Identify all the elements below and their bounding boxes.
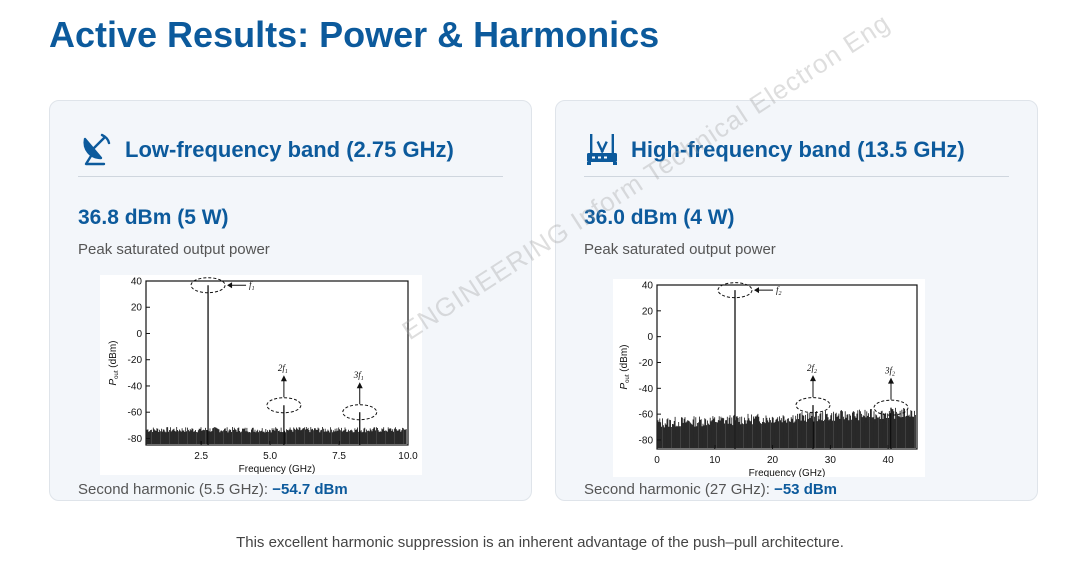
- page-title: Active Results: Power & Harmonics: [49, 14, 660, 55]
- peak-marker: [795, 397, 831, 414]
- y-tick-label: 40: [131, 277, 143, 288]
- peak-label: 3f2: [884, 366, 895, 378]
- peak-power-label: Peak saturated output power: [78, 241, 270, 258]
- y-tick-label: -20: [128, 355, 143, 366]
- label-arrowhead: [810, 375, 816, 382]
- harmonic-line: Second harmonic (27 GHz): −53 dBm: [584, 481, 837, 498]
- noise-floor: [657, 407, 916, 448]
- y-axis-label-sub: out: [114, 370, 120, 379]
- harmonic-label: Second harmonic (27 GHz):: [584, 481, 775, 498]
- peak-label-sub: 2: [814, 369, 817, 375]
- harmonic-label: Second harmonic (5.5 GHz):: [78, 481, 273, 498]
- x-tick-label: 5.0: [263, 451, 277, 462]
- y-axis-label: Pout (dBm): [619, 344, 631, 389]
- y-tick-label: -40: [128, 381, 143, 392]
- peak-label: 2f1: [278, 363, 288, 375]
- peak-label-sub: 2: [779, 291, 782, 297]
- peak-label-sub: 2: [892, 372, 895, 378]
- y-tick-label: -60: [128, 408, 143, 419]
- spectrum-plot: f2 2f2 3f2 40 20 0 -20 -40 -60 -80 0 10 20 30 40 Freque…: [613, 279, 925, 477]
- x-tick-label: 40: [883, 455, 895, 466]
- peak-label: f2: [776, 285, 782, 297]
- satellite-dish-icon: [83, 133, 111, 166]
- peak-power-value: 36.0 dBm (4 W): [584, 206, 735, 229]
- x-axis-label: Frequency (GHz): [239, 464, 316, 475]
- peak-label: f1: [249, 280, 255, 292]
- plot-frame: [145, 280, 409, 446]
- harmonic-line: Second harmonic (5.5 GHz): −54.7 dBm: [78, 481, 348, 498]
- label-arrowhead: [888, 377, 894, 384]
- y-tick-label: -20: [639, 358, 654, 369]
- card-heading: High-frequency band (13.5 GHz): [631, 137, 965, 162]
- x-tick-label: 20: [767, 455, 779, 466]
- peak-power-label: Peak saturated output power: [584, 241, 776, 258]
- peak-label-sub: 1: [285, 369, 288, 375]
- y-axis-label-main: P: [619, 383, 630, 390]
- label-arrowhead: [754, 287, 759, 294]
- peak-marker: [266, 397, 302, 414]
- peak-label: 2f2: [807, 363, 817, 375]
- router-icon: [587, 134, 617, 165]
- y-tick-label: -60: [639, 410, 654, 421]
- x-tick-label: 7.5: [332, 451, 346, 462]
- y-axis-label-main: P: [108, 379, 119, 386]
- y-axis-label: Pout (dBm): [108, 340, 120, 385]
- card-header: Low-frequency band (2.75 GHz): [78, 129, 503, 177]
- spectrum-plot: f1 2f1 3f1 40 20 0 -20 -40 -60 -80 2.5 5.0 7.5 10.0 Fr…: [100, 275, 422, 475]
- peak-marker: [342, 404, 378, 421]
- spectrum-chart: f1 2f1 3f1 40 20 0 -20 -40 -60 -80 2.5 5.0 7.5 10.0 Fr…: [108, 277, 418, 476]
- y-tick-label: 40: [642, 281, 654, 292]
- y-tick-label: 20: [642, 306, 654, 317]
- footer-note: This excellent harmonic suppression is a…: [236, 534, 844, 551]
- label-arrowhead: [227, 282, 233, 289]
- y-axis-label-unit: (dBm): [619, 344, 630, 374]
- y-axis-label-sub: out: [625, 374, 631, 383]
- y-tick-label: 0: [647, 332, 653, 343]
- peak-label-sub: 1: [252, 286, 255, 292]
- harmonic-value: −54.7 dBm: [272, 481, 348, 498]
- plot-frame: [656, 284, 918, 450]
- harmonic-value: −53 dBm: [774, 481, 838, 498]
- x-axis-label: Frequency (GHz): [749, 468, 826, 477]
- y-tick-label: -40: [639, 384, 654, 395]
- y-tick-label: -80: [639, 435, 654, 446]
- x-tick-label: 2.5: [194, 451, 208, 462]
- card-heading: Low-frequency band (2.75 GHz): [125, 137, 454, 162]
- label-arrowhead: [280, 375, 287, 382]
- low-band-card: Low-frequency band (2.75 GHz) 36.8 dBm (…: [49, 100, 532, 501]
- high-band-card: High-frequency band (13.5 GHz) 36.0 dBm …: [555, 100, 1038, 501]
- peak-power-value: 36.8 dBm (5 W): [78, 206, 229, 229]
- peak-label: 3f1: [353, 370, 364, 382]
- peak-label-sub: 1: [361, 376, 364, 382]
- x-tick-label: 10: [709, 455, 721, 466]
- y-tick-label: 20: [131, 303, 143, 314]
- noise-floor: [146, 427, 407, 444]
- peak-marker: [873, 399, 909, 416]
- card-header: High-frequency band (13.5 GHz): [584, 129, 1009, 177]
- y-tick-label: -80: [128, 434, 143, 445]
- x-tick-label: 30: [825, 455, 837, 466]
- x-tick-label: 0: [654, 455, 660, 466]
- y-axis-label-unit: (dBm): [108, 340, 119, 370]
- y-tick-label: 0: [136, 329, 142, 340]
- x-tick-label: 10.0: [398, 451, 418, 462]
- label-arrowhead: [356, 382, 363, 389]
